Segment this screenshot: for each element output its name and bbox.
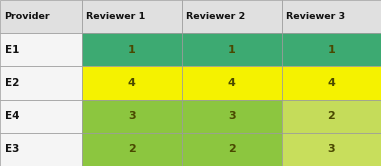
Bar: [282, 33, 381, 66]
Text: 4: 4: [327, 78, 335, 88]
Bar: [82, 100, 182, 133]
Text: 2: 2: [327, 111, 335, 121]
Bar: [182, 0, 282, 33]
Text: Reviewer 2: Reviewer 2: [186, 12, 246, 21]
Text: 1: 1: [327, 45, 335, 55]
Bar: [0, 0, 82, 33]
Bar: [0, 133, 82, 166]
Bar: [282, 66, 381, 100]
Text: Provider: Provider: [5, 12, 50, 21]
Text: 2: 2: [128, 144, 136, 154]
Text: 1: 1: [128, 45, 136, 55]
Bar: [282, 0, 381, 33]
Bar: [0, 66, 82, 100]
Bar: [0, 100, 82, 133]
Text: 4: 4: [128, 78, 136, 88]
Text: 2: 2: [228, 144, 235, 154]
Text: E4: E4: [5, 111, 19, 121]
Bar: [82, 33, 182, 66]
Bar: [182, 133, 282, 166]
Text: E3: E3: [5, 144, 19, 154]
Text: Reviewer 1: Reviewer 1: [86, 12, 146, 21]
Text: 4: 4: [228, 78, 235, 88]
Bar: [282, 100, 381, 133]
Text: 3: 3: [327, 144, 335, 154]
Text: 3: 3: [228, 111, 235, 121]
Bar: [82, 133, 182, 166]
Bar: [182, 33, 282, 66]
Bar: [0, 33, 82, 66]
Text: E1: E1: [5, 45, 19, 55]
Bar: [82, 0, 182, 33]
Text: 1: 1: [228, 45, 235, 55]
Bar: [182, 66, 282, 100]
Text: Reviewer 3: Reviewer 3: [286, 12, 345, 21]
Text: E2: E2: [5, 78, 19, 88]
Bar: [282, 133, 381, 166]
Text: 3: 3: [128, 111, 136, 121]
Bar: [182, 100, 282, 133]
Bar: [82, 66, 182, 100]
